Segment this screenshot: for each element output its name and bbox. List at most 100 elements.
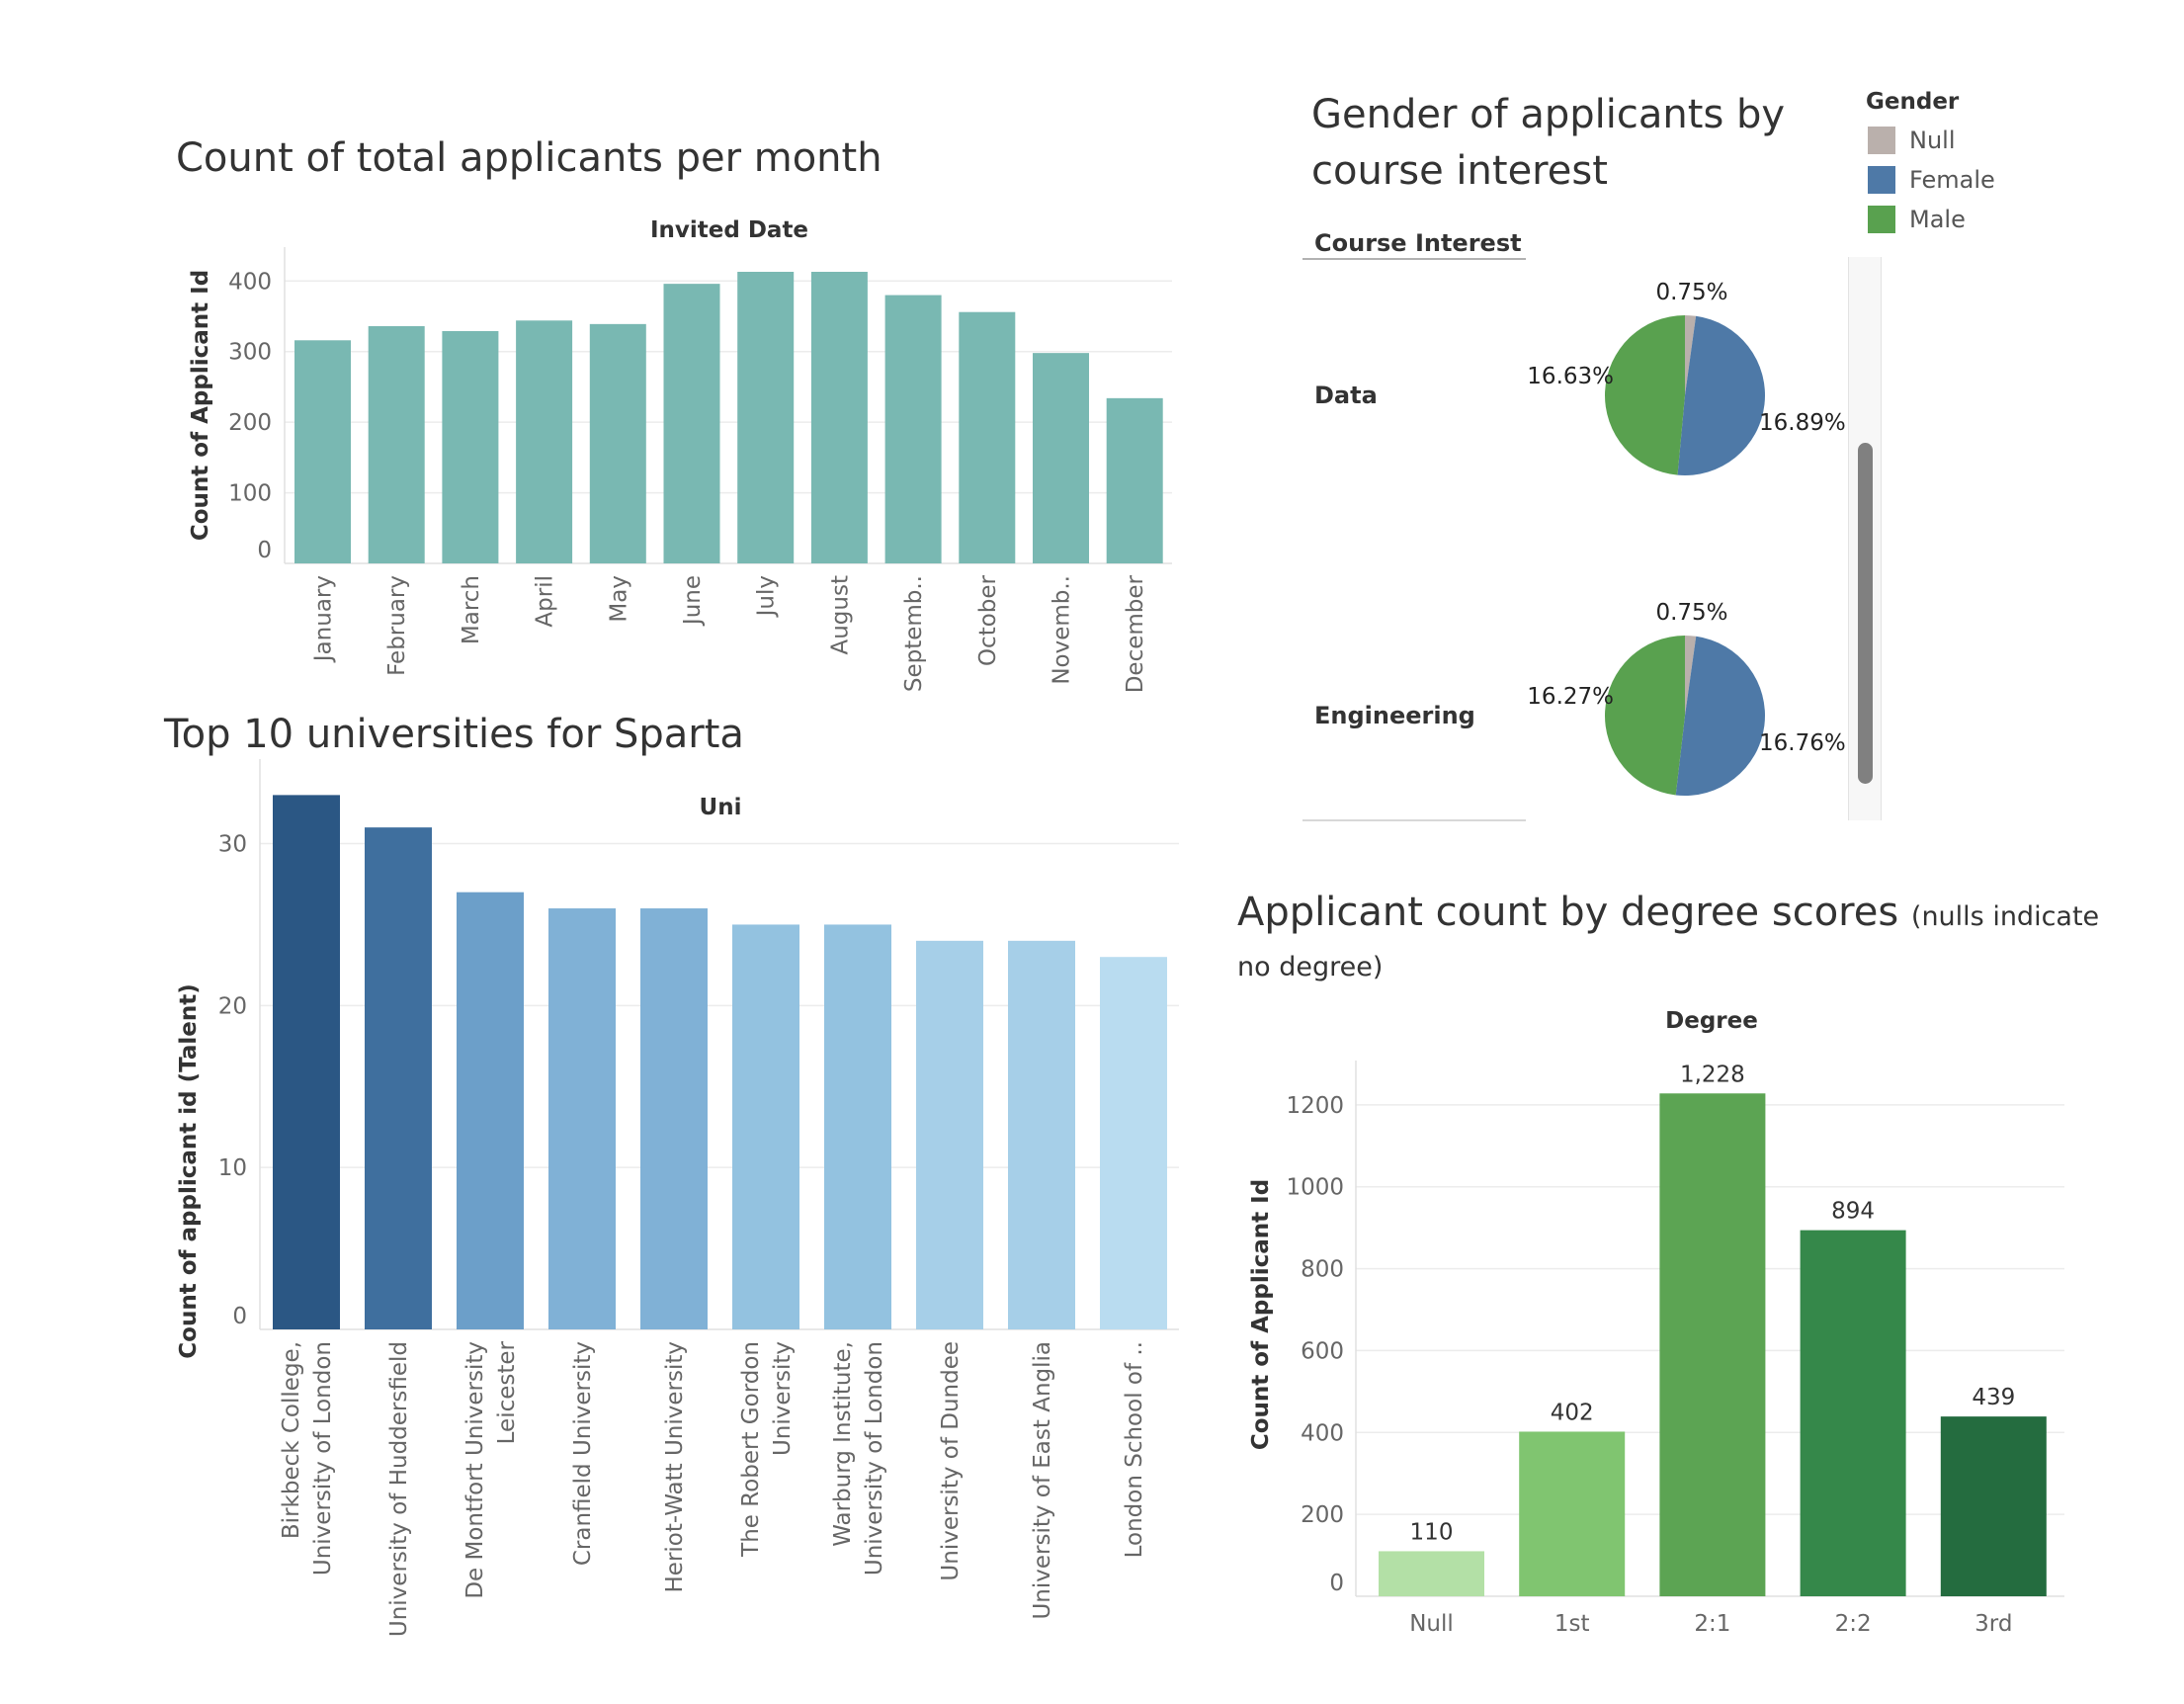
y-tick-label: 0 <box>257 538 272 563</box>
y-tick-label: 400 <box>1301 1420 1344 1446</box>
bar <box>916 940 983 1329</box>
y-axis-label: Count of Applicant Id <box>1248 1179 1274 1450</box>
y-tick-label: 1200 <box>1286 1093 1344 1119</box>
x-tick-label: May <box>606 575 631 623</box>
x-tick-label: April <box>533 575 558 628</box>
y-tick-label: 1000 <box>1286 1175 1344 1201</box>
bar <box>1379 1551 1484 1596</box>
universities-chart-title: Top 10 universities for Sparta <box>164 712 744 757</box>
bar <box>365 827 432 1329</box>
legend-label: Male <box>1909 206 1966 233</box>
x-tick-label: Null <box>1409 1611 1454 1637</box>
x-tick-label: July <box>754 575 780 618</box>
x-tick-label: University <box>770 1341 796 1456</box>
bar <box>1940 1416 2047 1596</box>
gender-title-line-2: course interest <box>1311 148 1608 194</box>
universities-bar-chart: Uni Count of applicant id (Talent) 0 10 20 30… <box>176 759 1179 1637</box>
pie-label-female: 16.89% <box>1759 410 1846 436</box>
bar <box>1659 1093 1766 1596</box>
pie-slice <box>1685 636 1697 716</box>
legend-title: Gender <box>1866 89 1960 115</box>
pie-slice <box>1685 315 1697 395</box>
y-tick-label: 800 <box>1301 1257 1344 1283</box>
y-tick-label: 600 <box>1301 1338 1344 1364</box>
pie-label-null: 0.75% <box>1655 280 1727 305</box>
legend-swatch <box>1868 127 1895 154</box>
bar <box>589 323 646 563</box>
bar <box>1800 1230 1906 1596</box>
legend-label: Female <box>1909 166 1995 194</box>
gender-title-line-1: Gender of applicants by <box>1311 92 1786 137</box>
y-tick-label: 400 <box>228 269 272 295</box>
degree-title-note: (nulls indicate <box>1910 901 2100 932</box>
x-tick-label: December <box>1123 574 1148 693</box>
x-tick-label: De Montfort University <box>462 1341 488 1599</box>
bar <box>1008 940 1075 1329</box>
degree-chart-title: Applicant count by degree scores (nulls … <box>1237 890 2099 990</box>
x-tick-label: March <box>459 575 484 644</box>
x-tick-label: University of London <box>862 1341 887 1576</box>
chart-header: Degree <box>1665 1008 1758 1034</box>
x-tick-label: January <box>311 575 337 663</box>
y-tick-label: 10 <box>218 1155 247 1181</box>
bar <box>732 924 799 1329</box>
pie-slice <box>1605 636 1685 796</box>
row-label: Data <box>1314 382 1378 409</box>
x-tick-label: Warburg Institute, <box>830 1341 856 1547</box>
x-tick-label: February <box>384 575 410 676</box>
monthly-bar-chart: Invited Date Count of Applicant Id 0 100 200… <box>188 217 1172 693</box>
pie-slice <box>1675 636 1765 796</box>
y-tick-label: 100 <box>228 481 272 507</box>
bar <box>548 908 616 1329</box>
chart-header: Uni <box>700 795 742 820</box>
legend-swatch <box>1868 206 1895 233</box>
pie-label-null: 0.75% <box>1655 600 1727 626</box>
bar <box>457 892 524 1329</box>
data-label: 894 <box>1831 1199 1875 1225</box>
chart-header: Invited Date <box>650 217 808 243</box>
degree-bar-chart: Degree Count of Applicant Id 0 200 400 600 800… <box>1248 1008 2064 1637</box>
y-tick-label: 300 <box>228 340 272 366</box>
y-tick-label: 0 <box>232 1304 247 1329</box>
x-tick-label: August <box>827 575 853 655</box>
x-tick-label: Novemb.. <box>1050 575 1075 685</box>
gender-pie-chart: Gender Null Female Male Course Interest Data 0… <box>1302 89 1995 821</box>
y-tick-label: 20 <box>218 993 247 1019</box>
bar <box>884 295 942 563</box>
x-tick-label: October <box>975 574 1001 666</box>
y-tick-label: 0 <box>1329 1571 1344 1596</box>
y-tick-label: 200 <box>228 410 272 436</box>
row-label: Engineering <box>1314 702 1475 729</box>
degree-panel: Applicant count by degree scores (nulls … <box>1186 850 2184 1704</box>
y-axis-label: Count of applicant id (Talent) <box>176 983 202 1358</box>
pie-label-male: 16.63% <box>1527 364 1614 389</box>
legend-label: Null <box>1909 127 1956 154</box>
bar <box>442 331 499 563</box>
data-label: 439 <box>1972 1385 2015 1410</box>
x-tick-label: London School of .. <box>1122 1341 1147 1558</box>
pie-slice <box>1677 315 1765 475</box>
universities-panel: Top 10 universities for Sparta Uni Count … <box>0 692 1186 1704</box>
x-tick-label: 1st <box>1554 1611 1590 1637</box>
gender-chart-title: Gender of applicants by course interest <box>1311 87 1785 200</box>
bar <box>1100 957 1167 1329</box>
x-tick-label: University of Huddersfield <box>386 1341 412 1637</box>
bar <box>516 320 573 563</box>
bar <box>1519 1431 1626 1596</box>
x-tick-label: Leicester <box>494 1340 520 1444</box>
bar <box>273 795 340 1329</box>
x-tick-label: 2:1 <box>1694 1611 1730 1637</box>
x-tick-label: Birkbeck College, <box>279 1341 304 1539</box>
bar <box>959 311 1016 563</box>
bar <box>1033 353 1089 563</box>
x-tick-label: Septemb.. <box>901 575 927 692</box>
row-header: Course Interest <box>1314 229 1522 257</box>
data-label: 110 <box>1410 1519 1454 1545</box>
gender-scrollbar[interactable] <box>1848 257 1882 820</box>
gender-scrollbar-thumb[interactable] <box>1858 443 1873 784</box>
x-tick-label: 2:2 <box>1835 1611 1872 1637</box>
x-tick-label: Cranfield University <box>570 1341 596 1566</box>
bar <box>1106 397 1163 563</box>
monthly-applicants-panel: Count of total applicants per month Invi… <box>0 0 1186 693</box>
bar <box>663 284 720 563</box>
